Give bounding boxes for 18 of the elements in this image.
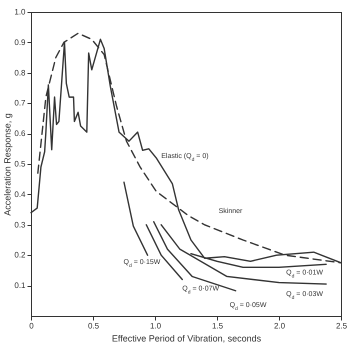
y-tick-label: 1.0 [14,8,26,16]
y-tick-label: 0.7 [14,98,26,108]
y-tick-label: 0.4 [14,190,26,199]
y-tick-label: 0.1 [14,281,26,290]
y-tick-label: 0.3 [14,220,26,230]
y-tick-label: 0.6 [14,129,26,138]
y-tick-label: 0.8 [14,68,26,78]
y-axis-title: Acceleration Response, g [2,113,12,216]
x-tick-label: 1.5 [212,322,224,330]
x-axis-title: Effective Period of Vibration, seconds [112,334,262,344]
x-tick-label: 0.5 [88,322,100,330]
x-tick-label: 1.0 [150,322,162,330]
y-tick-label: 0.5 [14,160,26,168]
x-tick-label: 0 [29,322,34,330]
y-tick-label: 0.2 [14,250,26,260]
x-tick-label: 2.5 [336,322,348,330]
x-tick-label: 2.0 [274,322,286,330]
y-tick-label: 0.9 [14,38,26,47]
